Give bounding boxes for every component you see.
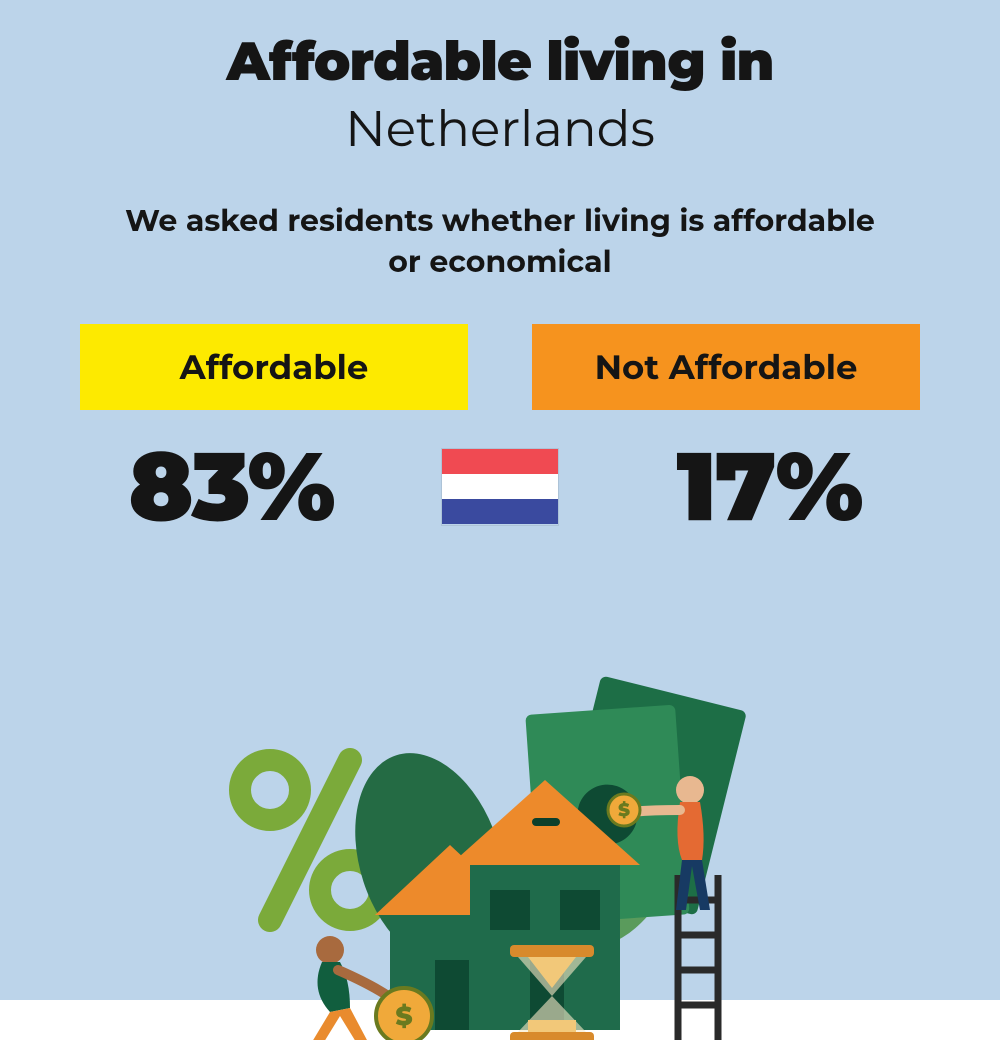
title-line1: Affordable living in [0, 28, 1000, 94]
housing-money-illustration-icon: $ $ [180, 660, 820, 1040]
values-row: 83% 17% [0, 428, 1000, 545]
affordable-label: Affordable [180, 346, 369, 388]
not-affordable-value: 17% [589, 428, 949, 545]
svg-text:$: $ [618, 799, 630, 821]
not-affordable-label-box: Not Affordable [532, 324, 920, 410]
affordable-label-box: Affordable [80, 324, 468, 410]
labels-row: Affordable Not Affordable [0, 324, 1000, 410]
netherlands-flag-icon [441, 448, 559, 526]
infographic-canvas: Affordable living in Netherlands We aske… [0, 0, 1000, 1000]
title-line2: Netherlands [0, 98, 1000, 159]
flag-stripe-top [442, 449, 558, 474]
flag-stripe-bottom [442, 499, 558, 524]
svg-text:$: $ [395, 1000, 412, 1032]
title-block: Affordable living in Netherlands [0, 0, 1000, 159]
flag-stripe-middle [442, 474, 558, 499]
affordable-value: 83% [51, 428, 411, 545]
subtitle-text: We asked residents whether living is aff… [120, 201, 880, 282]
not-affordable-label: Not Affordable [595, 346, 858, 388]
